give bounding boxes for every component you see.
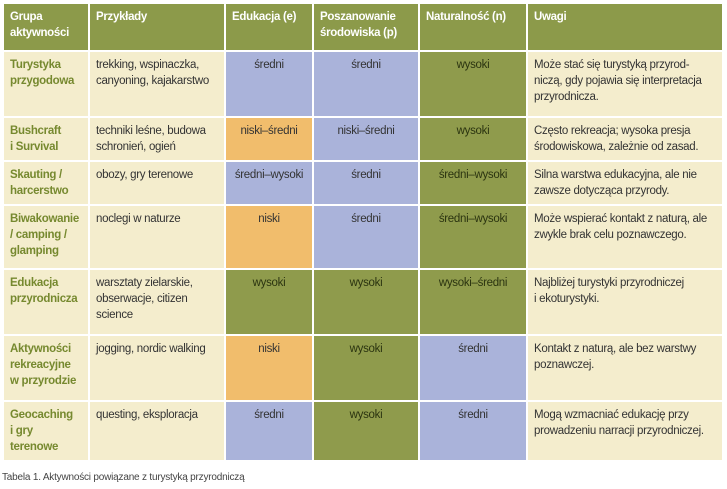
table-cell: wysoki: [312, 268, 420, 336]
table-cell: średni–wysoki: [224, 160, 314, 206]
row-header: Edukacja przyrodnicza: [2, 268, 90, 336]
table-cell: Mogą wzmacniać edukację przy prowadzeniu…: [526, 400, 724, 462]
table-cell: Często rekreacja; wysoka presja środowis…: [526, 116, 724, 162]
row-header: Skauting / harcerstwo: [2, 160, 90, 206]
table-cell: średni: [224, 50, 314, 118]
column-header: Przykłady: [88, 2, 226, 52]
table-caption: Tabela 1. Aktywności powiązane z turysty…: [2, 472, 245, 483]
column-header: Naturalność (n): [418, 2, 528, 52]
table-cell: noclegi w naturze: [88, 204, 226, 270]
table-cell: Silna warstwa edukacyjna, ale nie zawsze…: [526, 160, 724, 206]
column-header: Grupa aktywności: [2, 2, 90, 52]
column-header: Poszanowanie środowiska (p): [312, 2, 420, 52]
table-row: Turystyka przygodowa trekking, wspinaczka…: [2, 50, 724, 118]
table-cell: techniki leśne, budowa schronień, ogień: [88, 116, 226, 162]
table-cell: Kontakt z naturą, ale bez warstwy poznaw…: [526, 334, 724, 402]
table-row: Biwakowanie / camping / glamping noclegi …: [2, 204, 724, 270]
table-cell: średni: [418, 334, 528, 402]
table-cell: średni: [224, 400, 314, 462]
table-cell: niski: [224, 334, 314, 402]
table-cell: trekking, wspinaczka, canyoning, kajakar…: [88, 50, 226, 118]
row-header: Geocaching i gry terenowe: [2, 400, 90, 462]
table-row: Aktywności rekreacyjne w przyrodzie joggi…: [2, 334, 724, 402]
table-cell: wysoki: [224, 268, 314, 336]
table-cell: średni: [312, 50, 420, 118]
table-cell: wysoki–średni: [418, 268, 528, 336]
table-row: Skauting / harcerstwo obozy, gry terenowe…: [2, 160, 724, 206]
table-cell: warsztaty zielarskie, obserwacje, citize…: [88, 268, 226, 336]
table-row: Bushcraft i Survival techniki leśne, budo…: [2, 116, 724, 162]
table-cell: jogging, nordic walking: [88, 334, 226, 402]
table-cell: Może stać się turystyką przyrod- niczą, …: [526, 50, 724, 118]
table-cell: wysoki: [312, 334, 420, 402]
column-header: Uwagi: [526, 2, 724, 52]
table-cell: wysoki: [312, 400, 420, 462]
table-cell: niski: [224, 204, 314, 270]
table-cell: wysoki: [418, 50, 528, 118]
table-cell: questing, eksploracja: [88, 400, 226, 462]
table-cell: średni: [418, 400, 528, 462]
activity-table: Grupa aktywności Przykłady Edukacja (e) Pos…: [2, 2, 724, 462]
row-header: Bushcraft i Survival: [2, 116, 90, 162]
row-header: Biwakowanie / camping / glamping: [2, 204, 90, 270]
table-cell: obozy, gry terenowe: [88, 160, 226, 206]
table-cell: wysoki: [418, 116, 528, 162]
row-header: Aktywności rekreacyjne w przyrodzie: [2, 334, 90, 402]
table-row: Edukacja przyrodnicza warsztaty zielarski…: [2, 268, 724, 336]
table-cell: Najbliżej turystyki przyrodniczej i ekot…: [526, 268, 724, 336]
row-header: Turystyka przygodowa: [2, 50, 90, 118]
table-cell: niski–średni: [312, 116, 420, 162]
header-row: Grupa aktywności Przykłady Edukacja (e) Pos…: [2, 2, 724, 52]
table-cell: średni–wysoki: [418, 160, 528, 206]
table-cell: Może wspierać kontakt z naturą, ale zwyk…: [526, 204, 724, 270]
table-cell: średni: [312, 204, 420, 270]
column-header: Edukacja (e): [224, 2, 314, 52]
table-row: Geocaching i gry terenowe questing, ekspl…: [2, 400, 724, 462]
table-cell: średni: [312, 160, 420, 206]
table-cell: niski–średni: [224, 116, 314, 162]
table-cell: średni–wysoki: [418, 204, 528, 270]
